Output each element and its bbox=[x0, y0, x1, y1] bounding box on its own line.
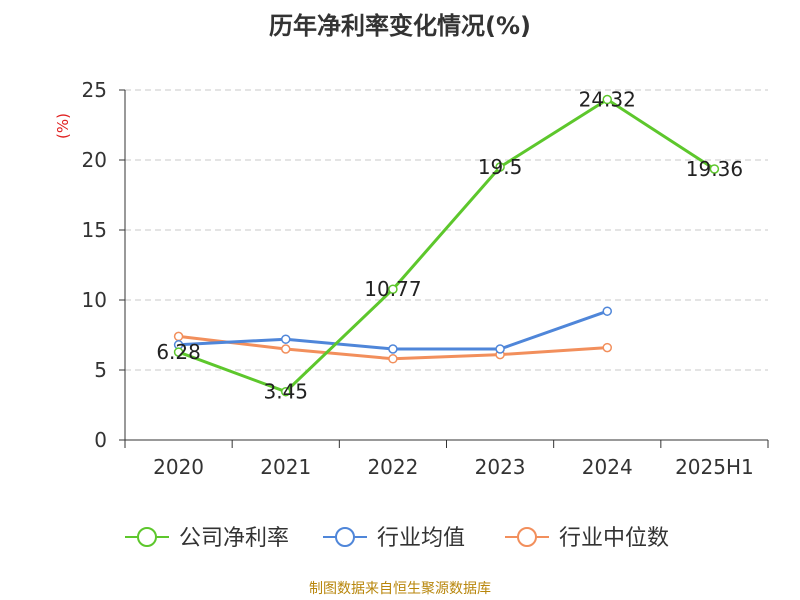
data-point bbox=[281, 386, 291, 397]
data-point bbox=[281, 344, 291, 354]
data-label: 3.45 bbox=[263, 380, 308, 404]
data-point bbox=[602, 342, 612, 353]
data-label: 10.77 bbox=[364, 277, 421, 301]
data-point bbox=[388, 354, 398, 364]
data-point bbox=[495, 162, 505, 172]
legend-label: 公司净利率 bbox=[179, 526, 289, 551]
footer-credit: 制图数据来自恒生聚源数据库 bbox=[309, 581, 491, 597]
legend-label: 行业均值 bbox=[377, 526, 465, 551]
y-tick-label: 0 bbox=[94, 428, 107, 452]
data-point bbox=[173, 347, 184, 357]
data-labels: 6.28 3.45 10.77 19.5 24.32 19.36 bbox=[156, 88, 743, 404]
x-tick-label: 2025H1 bbox=[675, 455, 754, 479]
data-point bbox=[602, 94, 612, 105]
y-tick-label: 10 bbox=[82, 288, 107, 312]
x-tick-label: 2021 bbox=[260, 455, 311, 479]
axes: 0 5 10 15 20 25 2020 2021 2022 2023 2024 2025H1 (%) bbox=[54, 78, 769, 479]
data-point bbox=[388, 284, 398, 294]
legend-marker bbox=[137, 527, 157, 547]
data-label: 19.36 bbox=[686, 157, 743, 181]
x-tick-label: 2023 bbox=[475, 455, 526, 479]
y-tick-label: 15 bbox=[82, 218, 107, 242]
legend-marker bbox=[335, 527, 355, 547]
y-axis-label: (%) bbox=[54, 113, 72, 139]
y-tick-label: 20 bbox=[82, 148, 107, 172]
legend-marker bbox=[517, 527, 537, 547]
data-point bbox=[495, 344, 505, 354]
data-point bbox=[281, 334, 291, 344]
y-tick-label: 5 bbox=[94, 358, 107, 382]
data-point bbox=[388, 344, 398, 354]
data-point bbox=[709, 164, 720, 174]
chart-title: 历年净利率变化情况(%) bbox=[269, 12, 531, 40]
legend-label: 行业中位数 bbox=[559, 526, 669, 551]
series-lines bbox=[173, 94, 720, 397]
data-label: 6.28 bbox=[156, 340, 201, 364]
x-tick-label: 2024 bbox=[582, 455, 633, 479]
y-tick-label: 25 bbox=[82, 78, 107, 102]
data-label: 19.5 bbox=[478, 155, 523, 179]
legend: 公司净利率 行业均值 行业中位数 bbox=[125, 526, 669, 551]
x-tick-label: 2020 bbox=[153, 455, 204, 479]
x-tick-label: 2022 bbox=[367, 455, 418, 479]
data-point bbox=[602, 306, 612, 316]
data-label: 24.32 bbox=[579, 88, 636, 112]
series-line bbox=[178, 98, 716, 394]
